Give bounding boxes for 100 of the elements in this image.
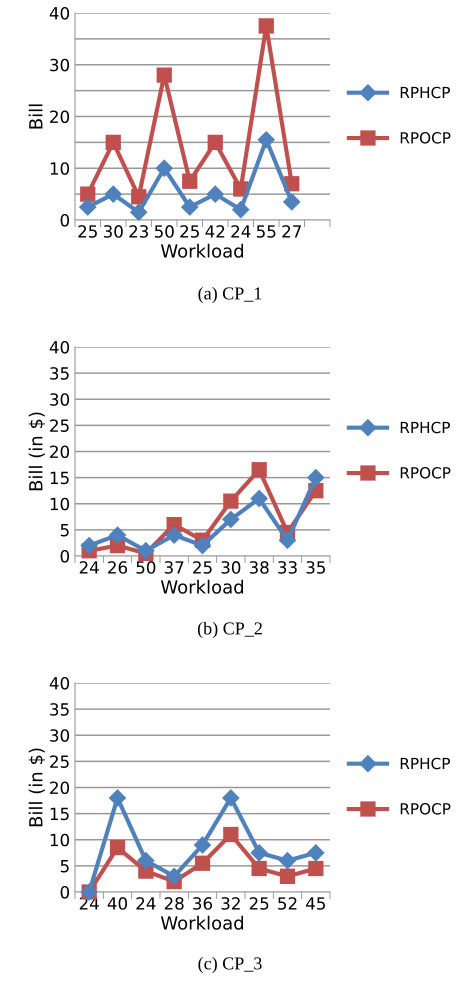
x-tick-label: 30	[104, 225, 123, 238]
point	[156, 67, 172, 83]
x-tick-label: 30	[222, 561, 240, 574]
point	[278, 532, 296, 549]
point	[181, 198, 198, 216]
y-tick-label: 5	[60, 860, 69, 872]
legend-label: RPOCP	[400, 132, 450, 144]
point	[223, 494, 238, 509]
point	[232, 201, 250, 218]
x-tick-label: 23	[129, 225, 148, 238]
x-tick-label: 45	[306, 897, 325, 910]
point	[110, 840, 126, 856]
y-tick-label: 20	[50, 445, 70, 458]
point	[280, 868, 296, 884]
legend-label: RPOCP	[400, 803, 450, 815]
point	[307, 844, 324, 862]
point	[182, 174, 198, 189]
legend-label: RPOCP	[400, 467, 450, 479]
legend-label: RPHCP	[400, 86, 450, 98]
point	[206, 186, 224, 203]
point	[131, 189, 146, 204]
legend-label: RPHCP	[400, 422, 450, 434]
y-axis-title: Bill	[28, 104, 42, 128]
point	[137, 542, 154, 560]
y-tick-label: 15	[50, 472, 69, 484]
point	[307, 469, 324, 486]
point	[80, 537, 98, 554]
text: (c) CP_3	[198, 956, 262, 974]
point	[258, 18, 274, 34]
point	[166, 526, 183, 544]
x-tick-label: 28	[164, 897, 184, 910]
text: (b) CP_2	[198, 622, 262, 638]
y-tick-label: 20	[50, 781, 70, 794]
point	[223, 826, 238, 842]
x-tick-label: 42	[205, 225, 224, 238]
y-tick-label: 35	[50, 367, 69, 380]
x-tick-label: 24	[136, 897, 156, 910]
point	[283, 193, 300, 210]
x-axis-title: Workload	[160, 580, 244, 594]
y-tick-label: 25	[50, 755, 69, 768]
point	[104, 186, 122, 203]
x-axis-title: Workload	[160, 916, 244, 930]
point	[166, 868, 183, 885]
y-tick-label: 25	[50, 419, 69, 432]
x-tick-label: 37	[164, 561, 184, 574]
y-tick-label: 10	[50, 162, 70, 175]
x-tick-label: 38	[250, 561, 269, 574]
y-axis-title: Bill (in $)	[28, 748, 46, 826]
point	[252, 462, 267, 478]
point	[222, 789, 240, 806]
x-axis-title: Workload	[160, 244, 244, 258]
y-tick-label: 40	[50, 6, 70, 20]
x-tick-label: 52	[278, 897, 296, 910]
point	[79, 198, 96, 216]
x-tick-label: 55	[256, 225, 276, 238]
x-tick-label: 40	[108, 897, 127, 910]
y-tick-label: 10	[50, 498, 70, 510]
point	[278, 852, 296, 870]
x-tick-label: 25	[78, 225, 97, 238]
point	[250, 844, 268, 862]
y-tick-label: 5	[60, 524, 69, 536]
y-tick-label: 0	[60, 550, 70, 563]
point	[208, 134, 223, 150]
point	[194, 836, 212, 854]
point	[252, 860, 267, 876]
text: (a) CP_1	[198, 286, 262, 304]
x-tick-label: 33	[278, 561, 297, 574]
point	[130, 204, 148, 221]
y-tick-label: 30	[50, 729, 70, 742]
y-tick-label: 0	[60, 886, 70, 899]
y-tick-label: 30	[50, 58, 70, 72]
y-tick-label: 30	[50, 393, 70, 406]
x-tick-label: 50	[154, 225, 174, 238]
point	[250, 490, 268, 508]
y-tick-label: 40	[50, 676, 70, 690]
x-tick-label: 32	[222, 897, 240, 910]
point	[137, 852, 154, 870]
y-axis-title: Bill (in $)	[28, 412, 46, 490]
x-tick-label: 26	[108, 561, 128, 574]
point	[258, 131, 275, 148]
point	[108, 789, 126, 806]
y-tick-label: 35	[50, 703, 69, 716]
y-tick-label: 20	[50, 110, 70, 124]
x-tick-label: 25	[193, 561, 212, 574]
y-tick-label: 10	[50, 834, 70, 846]
y-tick-label: 0	[60, 214, 70, 227]
point	[308, 860, 324, 876]
point	[194, 537, 212, 554]
point	[194, 856, 210, 871]
x-tick-label: 35	[306, 561, 325, 574]
point	[80, 186, 96, 202]
point	[106, 134, 121, 150]
point	[156, 160, 173, 177]
x-tick-label: 24	[80, 561, 99, 574]
legend-label: RPHCP	[400, 758, 450, 770]
x-tick-label: 25	[180, 225, 199, 238]
y-tick-label: 40	[50, 340, 70, 354]
x-tick-label: 24	[231, 225, 250, 238]
point	[108, 526, 126, 544]
point	[222, 510, 240, 528]
